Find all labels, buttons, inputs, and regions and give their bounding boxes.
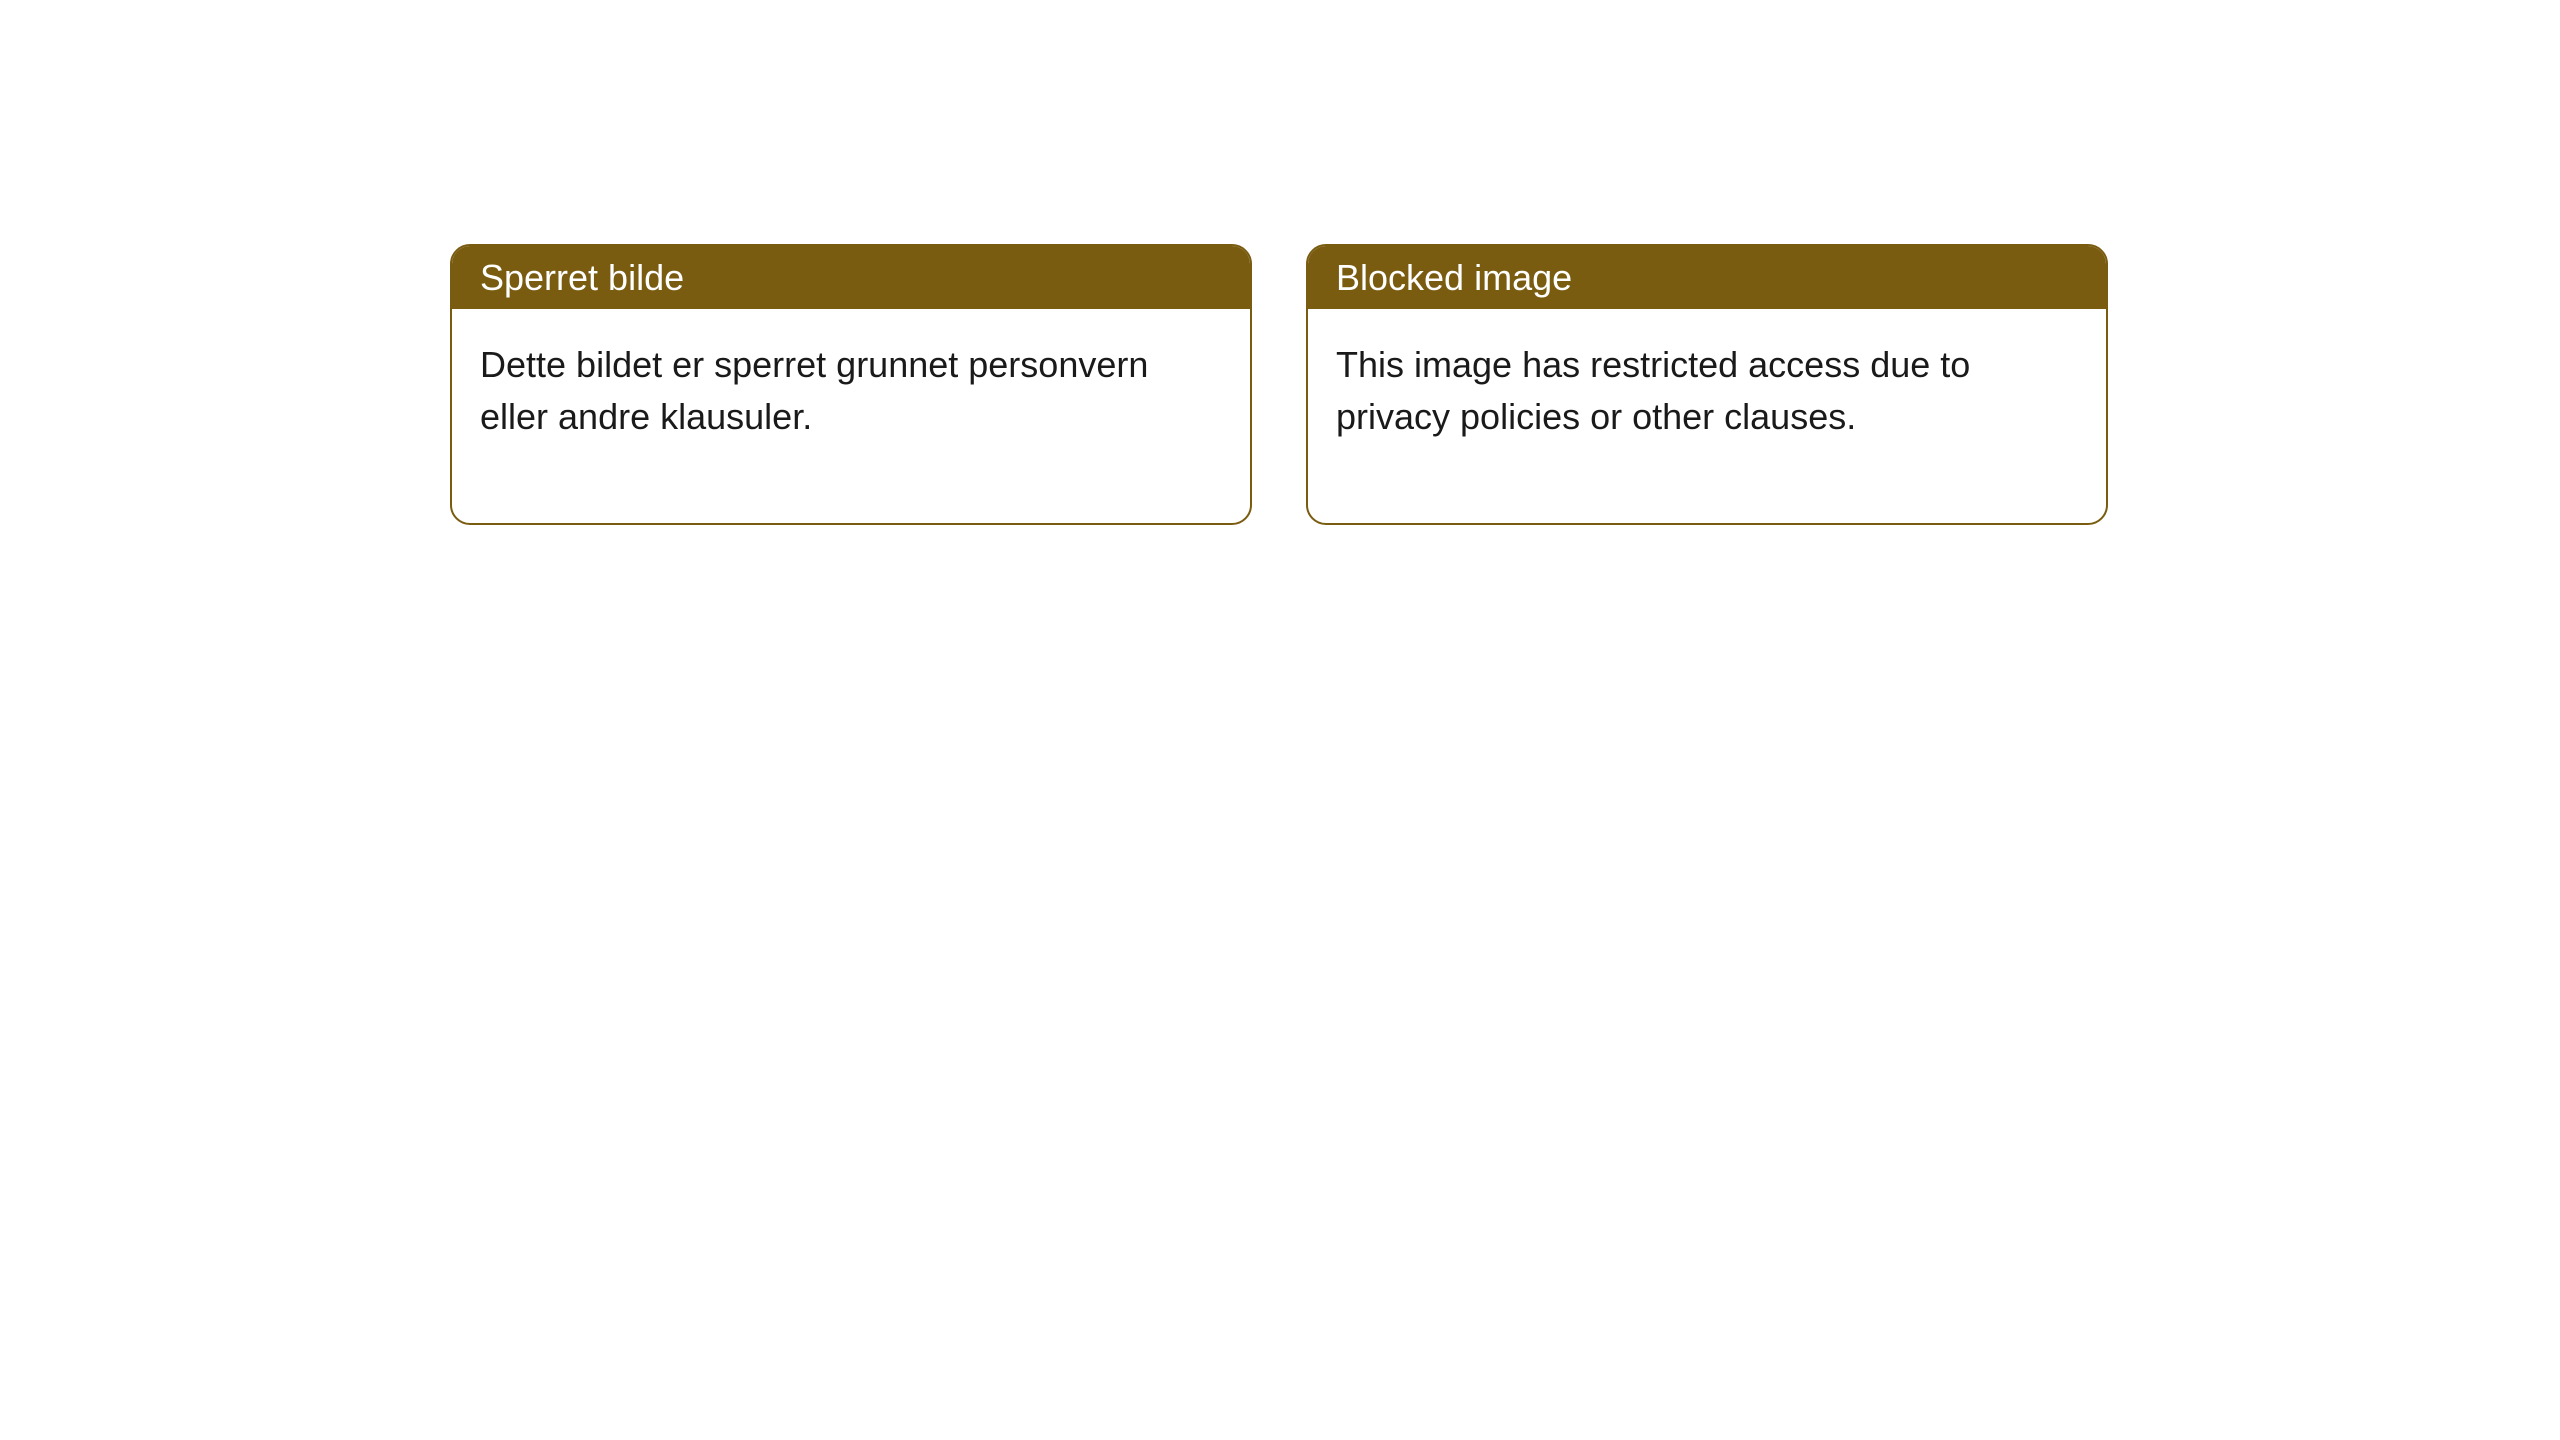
notice-title-norwegian: Sperret bilde <box>480 257 684 298</box>
notice-card-norwegian: Sperret bilde Dette bildet er sperret gr… <box>450 244 1252 525</box>
notice-text-english: This image has restricted access due to … <box>1336 344 1970 437</box>
notice-body-english: This image has restricted access due to … <box>1308 309 2106 523</box>
notice-card-english: Blocked image This image has restricted … <box>1306 244 2108 525</box>
notice-text-norwegian: Dette bildet er sperret grunnet personve… <box>480 344 1148 437</box>
notice-container: Sperret bilde Dette bildet er sperret gr… <box>0 0 2560 525</box>
notice-body-norwegian: Dette bildet er sperret grunnet personve… <box>452 309 1250 523</box>
notice-title-english: Blocked image <box>1336 257 1572 298</box>
notice-header-norwegian: Sperret bilde <box>452 246 1250 309</box>
notice-header-english: Blocked image <box>1308 246 2106 309</box>
